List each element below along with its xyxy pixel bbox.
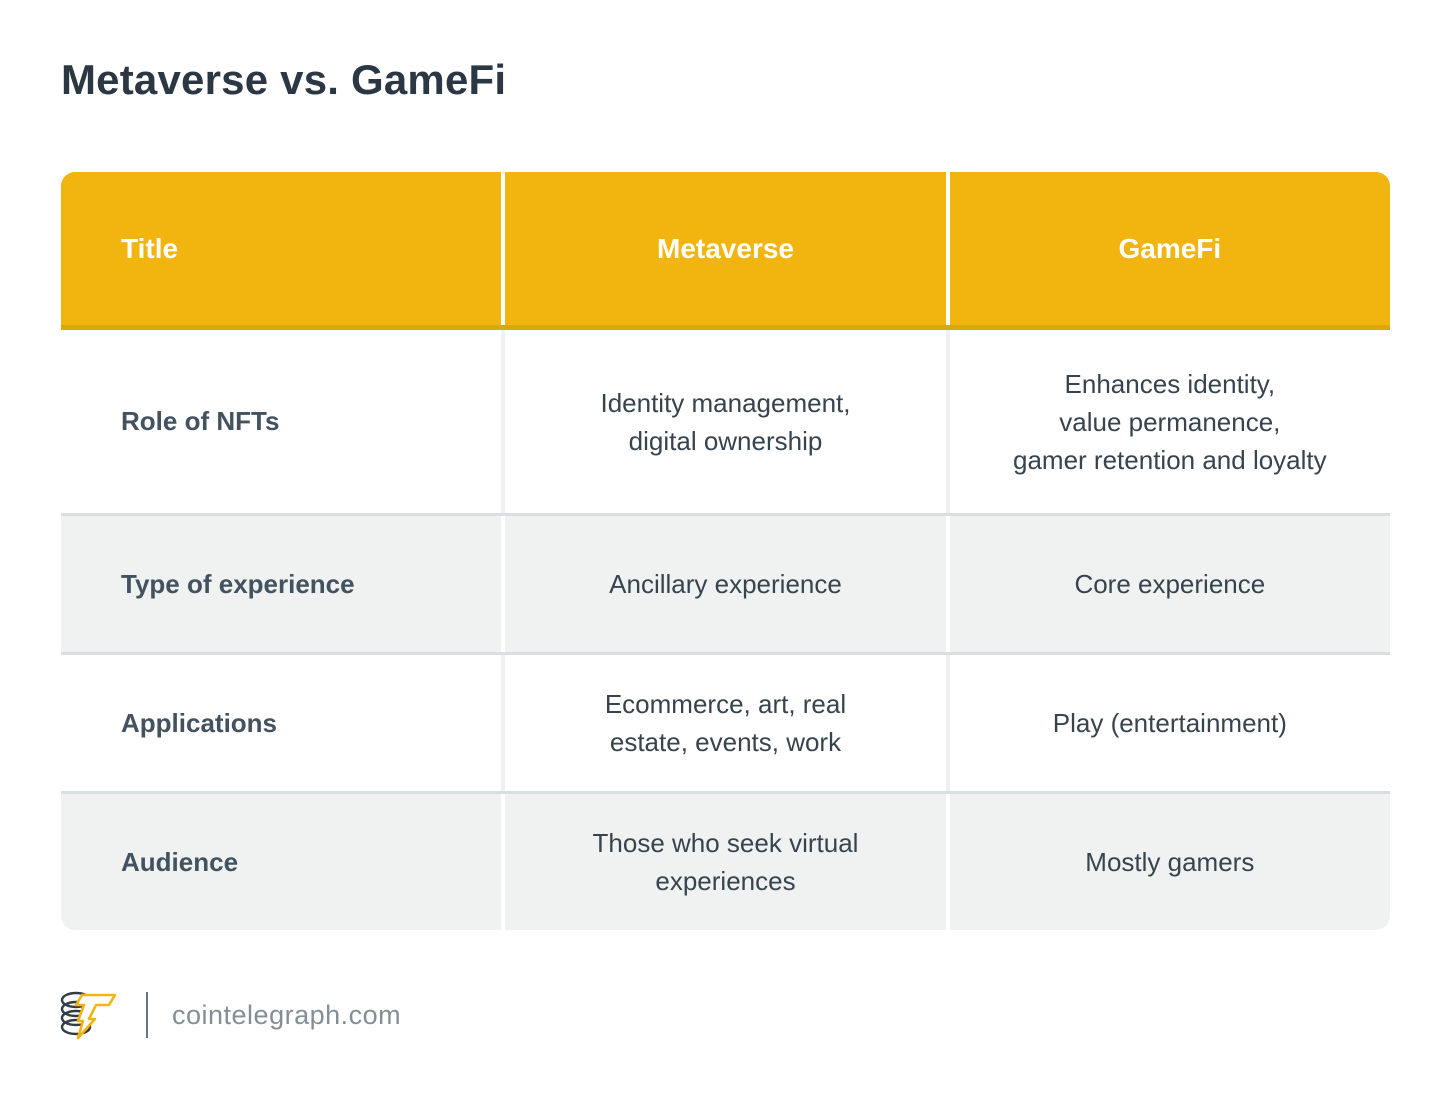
cointelegraph-logo-icon xyxy=(60,991,117,1040)
table-row-role-of-nfts: Role of NFTs Identity management, digita… xyxy=(61,330,1390,513)
header-cell-title: Title xyxy=(61,172,502,325)
row-label: Applications xyxy=(61,655,502,791)
metaverse-value: Those who seek virtual experiences xyxy=(505,794,946,930)
metaverse-value: Ecommerce, art, real estate, events, wor… xyxy=(505,655,946,791)
row-label: Role of NFTs xyxy=(61,330,502,513)
footer-divider xyxy=(146,992,148,1038)
row-label: Type of experience xyxy=(61,516,502,652)
gamefi-value: Mostly gamers xyxy=(949,794,1390,930)
table-row-audience: Audience Those who seek virtual experien… xyxy=(61,791,1390,930)
gamefi-value: Core experience xyxy=(949,516,1390,652)
gamefi-value: Enhances identity, value permanence, gam… xyxy=(949,330,1390,513)
comparison-table: Title Metaverse GameFi Role of NFTs Iden… xyxy=(61,172,1390,930)
footer: cointelegraph.com xyxy=(58,986,401,1044)
table-header-row: Title Metaverse GameFi xyxy=(61,172,1390,330)
header-cell-gamefi: GameFi xyxy=(949,172,1390,325)
metaverse-value: Ancillary experience xyxy=(505,516,946,652)
table-row-type-of-experience: Type of experience Ancillary experience … xyxy=(61,513,1390,652)
footer-site-url: cointelegraph.com xyxy=(172,999,402,1030)
header-cell-metaverse: Metaverse xyxy=(505,172,946,325)
page-title: Metaverse vs. GameFi xyxy=(61,56,507,103)
row-label: Audience xyxy=(61,794,502,930)
gamefi-value: Play (entertainment) xyxy=(949,655,1390,791)
metaverse-value: Identity management, digital ownership xyxy=(505,330,946,513)
table-row-applications: Applications Ecommerce, art, real estate… xyxy=(61,652,1390,791)
